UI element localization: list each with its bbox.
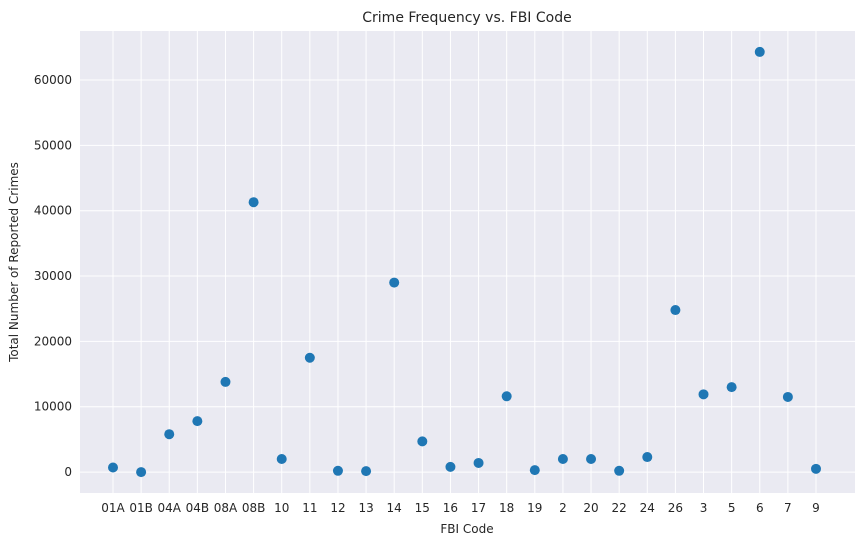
data-point — [473, 457, 484, 468]
data-point — [557, 454, 568, 465]
data-point — [164, 429, 175, 440]
data-point — [361, 466, 372, 477]
data-point — [754, 46, 765, 57]
x-tick-label: 11 — [302, 501, 317, 515]
x-tick-label: 19 — [527, 501, 542, 515]
y-axis-label: Total Number of Reported Crimes — [7, 162, 21, 363]
data-point — [811, 463, 821, 474]
data-point — [445, 461, 456, 472]
chart-title: Crime Frequency vs. FBI Code — [362, 10, 571, 26]
x-tick-label: 18 — [499, 501, 514, 515]
x-tick-label: 12 — [330, 501, 345, 515]
x-tick-label: 9 — [812, 501, 820, 515]
data-point — [389, 277, 400, 288]
data-point — [192, 416, 203, 427]
data-point — [417, 436, 428, 447]
x-tick-label: 6 — [756, 501, 764, 515]
x-tick-label: 01A — [101, 501, 125, 515]
data-points — [108, 46, 821, 478]
grid-lines — [80, 31, 855, 493]
x-tick-label: 22 — [612, 501, 627, 515]
x-tick-label: 04B — [186, 501, 210, 515]
x-tick-label: 20 — [583, 501, 598, 515]
data-point — [726, 382, 737, 393]
tick-labels: 0 10000 20000 30000 40000 50000 60000 01A 01B 04A… — [34, 73, 820, 515]
x-tick-label: 10 — [274, 501, 289, 515]
x-axis-label: FBI Code — [440, 522, 493, 536]
y-tick-label: 20000 — [34, 334, 72, 348]
y-tick-label: 30000 — [34, 269, 72, 283]
data-point — [698, 389, 709, 400]
data-point — [332, 465, 343, 476]
data-point — [782, 391, 793, 402]
x-tick-label: 24 — [640, 501, 655, 515]
y-tick-label: 10000 — [34, 400, 72, 414]
data-point — [108, 462, 118, 473]
x-tick-label: 08A — [214, 501, 238, 515]
plot-background — [80, 31, 855, 493]
x-tick-label: 13 — [358, 501, 373, 515]
data-point — [501, 391, 512, 402]
x-tick-label: 14 — [387, 501, 402, 515]
x-tick-label: 3 — [700, 501, 708, 515]
x-tick-label: 04A — [157, 501, 181, 515]
data-point — [136, 467, 147, 478]
x-tick-label: 16 — [443, 501, 458, 515]
x-tick-label: 01B — [129, 501, 153, 515]
y-tick-label: 60000 — [34, 73, 72, 87]
x-tick-label: 17 — [471, 501, 486, 515]
x-tick-label: 15 — [415, 501, 430, 515]
x-tick-label: 26 — [668, 501, 683, 515]
x-tick-label: 7 — [784, 501, 792, 515]
x-tick-label: 5 — [728, 501, 736, 515]
data-point — [248, 197, 259, 208]
y-tick-label: 0 — [64, 465, 72, 479]
data-point — [586, 454, 597, 465]
data-point — [614, 465, 625, 476]
data-point — [642, 452, 653, 463]
y-tick-label: 40000 — [34, 204, 72, 218]
data-point — [670, 305, 681, 316]
x-tick-label: 08B — [242, 501, 266, 515]
data-point — [276, 454, 287, 465]
data-point — [220, 376, 231, 387]
x-tick-label: 2 — [559, 501, 567, 515]
data-point — [304, 352, 315, 363]
data-point — [529, 465, 540, 476]
y-tick-label: 50000 — [34, 138, 72, 152]
